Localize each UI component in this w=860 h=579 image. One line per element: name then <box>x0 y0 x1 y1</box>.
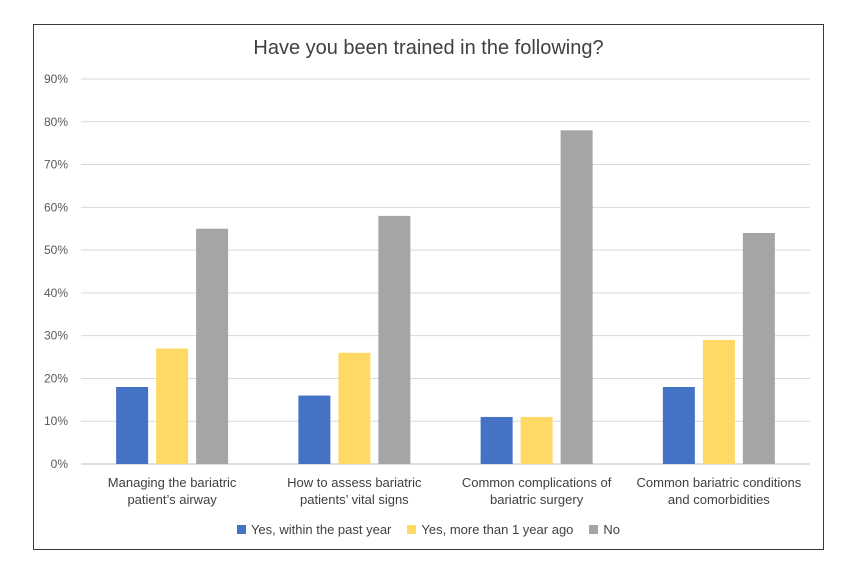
legend-swatch <box>236 525 246 534</box>
chart-legend: Yes, within the past year Yes, more than … <box>34 522 823 537</box>
legend-label: No <box>603 522 621 537</box>
bar <box>520 416 553 464</box>
x-category-label-line: patients’ vital signs <box>300 492 409 507</box>
x-category-label: How to assess bariatric patients’ vital s… <box>287 475 422 507</box>
x-category-label-line: How to assess bariatric <box>287 475 422 490</box>
chart-title: Have you been trained in the following? <box>253 37 604 59</box>
bar <box>480 416 513 464</box>
legend-label: Yes, more than 1 year ago <box>421 522 574 537</box>
bar <box>338 352 371 464</box>
x-category-label-line: and comorbidities <box>668 492 770 507</box>
legend-item: Yes, more than 1 year ago <box>407 522 573 537</box>
bar <box>156 348 189 464</box>
bar <box>560 130 593 464</box>
y-tick-label: 30% <box>44 329 68 343</box>
legend-item: No <box>589 522 620 537</box>
x-category-label-line: Common complications of <box>462 475 612 490</box>
y-tick-label: 20% <box>44 371 68 385</box>
y-tick-label: 10% <box>44 414 68 428</box>
bar <box>662 387 695 464</box>
legend-item: Yes, within the past year <box>236 522 392 537</box>
bar <box>196 228 229 464</box>
x-category-label-line: bariatric surgery <box>490 492 584 507</box>
y-tick-label: 50% <box>44 243 68 257</box>
x-category-label-line: patient’s airway <box>127 492 217 507</box>
legend-swatch <box>407 525 417 534</box>
y-tick-label: 80% <box>44 115 68 129</box>
bar <box>742 233 775 464</box>
y-tick-label: 60% <box>44 200 68 214</box>
y-tick-label: 0% <box>51 457 69 471</box>
chart-frame: Have you been trained in the following? … <box>33 24 824 550</box>
x-category-label: Common bariatric conditions and comorbidi… <box>637 475 802 507</box>
legend-label: Yes, within the past year <box>250 522 392 537</box>
x-category-label-line: Managing the bariatric <box>108 475 237 490</box>
bar <box>116 387 149 464</box>
bar <box>378 215 411 464</box>
x-category-label: Common complications of bariatric surgery <box>462 475 612 507</box>
y-tick-label: 40% <box>44 286 68 300</box>
x-category-label: Managing the bariatric patient’s airway <box>108 475 237 507</box>
y-tick-label: 70% <box>44 158 68 172</box>
y-tick-label: 90% <box>44 72 68 86</box>
x-category-label-line: Common bariatric conditions <box>637 475 802 490</box>
bar <box>298 395 331 464</box>
legend-swatch <box>589 525 599 534</box>
bar <box>702 339 735 464</box>
bar-chart: 0% 10% 20% 30% 40% 50% 60% 70% 80% 90% Managing th… <box>44 72 810 507</box>
